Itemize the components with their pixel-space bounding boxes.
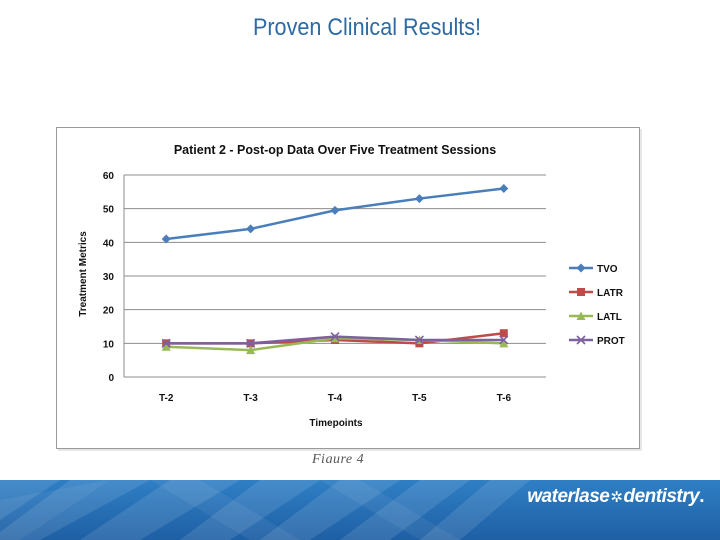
y-tick-label: 20 [103,306,115,317]
legend-marker-latl [576,311,586,320]
y-axis-title: Treatment Metrics [78,231,89,317]
x-tick-label: T-2 [159,393,174,404]
line-chart: Patient 2 - Post-op Data Over Five Treat… [78,143,625,429]
legend-label-tvo: TVO [597,264,618,275]
data-point-prot [330,332,340,342]
x-axis-title: Timepoints [309,418,363,429]
x-tick-label: T-5 [412,393,427,404]
y-tick-label: 0 [108,373,114,384]
footer-stripes-decoration [0,480,530,540]
legend-label-prot: PROT [597,336,625,347]
data-point-prot [161,338,171,348]
chart-title: Patient 2 - Post-op Data Over Five Treat… [174,143,496,157]
y-tick-label: 50 [103,205,115,216]
data-point-tvo [414,194,424,204]
slide-title: Proven Clinical Results! [252,14,482,41]
data-point-latl [246,345,256,355]
legend-label-latr: LATR [597,288,624,299]
y-tick-label: 60 [103,171,115,182]
data-point-tvo [161,234,171,244]
legend-marker-prot [576,335,586,345]
y-tick-label: 30 [103,272,115,283]
legend-label-latl: LATL [597,312,622,323]
legend-marker-tvo [576,263,586,273]
data-point-latl [161,342,171,351]
data-point-latl [330,333,340,343]
data-point-latr [499,329,508,338]
brand-logo-part1: waterlase [527,486,610,507]
x-tick-label: T-6 [497,393,512,404]
x-tick-label: T-4 [328,393,343,404]
data-point-tvo [246,224,256,234]
figure-caption: Figure 4 [312,452,365,463]
data-point-tvo [499,183,509,193]
data-point-prot [414,335,424,345]
chart-frame: Patient 2 - Post-op Data Over Five Treat… [56,127,640,449]
data-point-tvo [330,205,340,215]
y-tick-label: 40 [103,238,115,249]
brand-logo: waterlase✲dentistry. [527,486,704,514]
brand-flake-icon: ✲ [610,489,623,506]
data-point-prot [499,335,509,345]
brand-logo-part2: dentistry [623,486,700,507]
data-point-latl [499,338,509,348]
brand-logo-dot: . [699,486,704,507]
data-point-prot [246,338,256,348]
legend-marker-latr [577,288,585,296]
y-tick-label: 10 [103,339,115,350]
x-tick-label: T-3 [243,393,258,404]
footer-bar [0,480,720,540]
